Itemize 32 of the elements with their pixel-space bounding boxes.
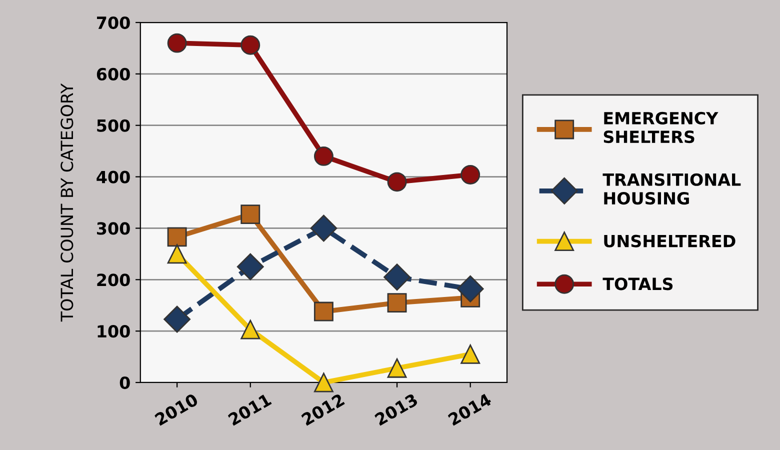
legend-label: EMERGENCY SHELTERS	[604, 112, 718, 144]
point	[314, 146, 334, 166]
point	[167, 33, 187, 53]
point	[314, 372, 334, 392]
y-tick-label: 600	[96, 68, 130, 80]
y-tick-label: 0	[120, 376, 130, 390]
point	[167, 244, 187, 264]
point	[456, 275, 484, 302]
legend-label: TRANSITIONAL HOUSING	[602, 173, 741, 205]
legend-label: UNSHELTERED	[604, 234, 736, 248]
point	[387, 358, 407, 378]
point	[387, 172, 407, 192]
point	[387, 293, 407, 313]
point	[240, 35, 260, 55]
point	[460, 344, 480, 364]
y-tick-label: 100	[98, 325, 130, 338]
y-axis-title: TOTAL COUNT BY CATEGORY	[60, 83, 74, 322]
point	[384, 264, 410, 291]
y-tick-label: 200	[97, 274, 130, 286]
y-tick-label: 300	[97, 222, 130, 235]
y-tick-label: 700	[97, 16, 130, 30]
point	[310, 214, 338, 242]
point	[240, 320, 260, 340]
point	[460, 165, 480, 184]
point	[314, 302, 334, 322]
point	[236, 253, 264, 280]
y-tick-label: 500	[97, 119, 130, 132]
y-tick-label: 400	[96, 170, 130, 184]
legend-label: TOTALS	[602, 278, 673, 290]
point	[164, 306, 191, 333]
point	[167, 227, 187, 247]
point	[240, 204, 260, 224]
